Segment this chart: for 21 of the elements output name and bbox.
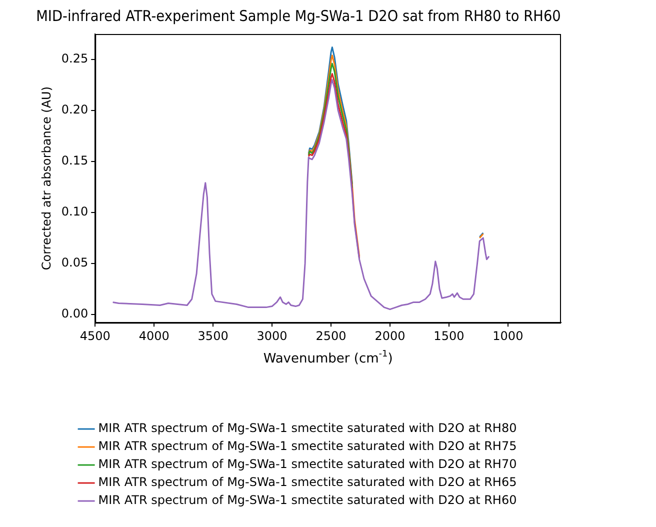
y-tick-label: 0.05 xyxy=(61,256,88,270)
y-tick-label: 0.20 xyxy=(61,102,88,117)
y-tick-label: 0.00 xyxy=(61,306,88,321)
legend-label: MIR ATR spectrum of Mg-SWa-1 smectite saturated with D2O at RH70 xyxy=(98,457,517,472)
x-tick-label: 4500 xyxy=(80,328,110,343)
x-tick-label: 2500 xyxy=(316,328,346,343)
legend-label: MIR ATR spectrum of Mg-SWa-1 smectite saturated with D2O at RH80 xyxy=(98,421,517,436)
y-axis-title: Corrected atr absorbance (AU) xyxy=(39,86,54,270)
legend-label: MIR ATR spectrum of Mg-SWa-1 smectite saturated with D2O at RH60 xyxy=(98,493,517,508)
y-tick-label: 0.15 xyxy=(61,154,88,168)
x-tick-label: 1500 xyxy=(434,328,464,343)
chart-title: MID-infrared ATR-experiment Sample Mg-SWa-1 D2O sat from RH80 to RH60 xyxy=(36,8,561,26)
x-tick-label: 2000 xyxy=(374,328,406,343)
x-tick-label: 4000 xyxy=(138,328,170,343)
x-tick-label: 3000 xyxy=(256,328,288,343)
x-tick-label: 1000 xyxy=(492,328,524,343)
y-tick-label: 0.10 xyxy=(61,204,88,219)
x-tick-label: 3500 xyxy=(198,328,228,343)
legend-label: MIR ATR spectrum of Mg-SWa-1 smectite saturated with D2O at RH65 xyxy=(98,475,517,490)
y-tick-label: 0.25 xyxy=(61,52,88,66)
legend-label: MIR ATR spectrum of Mg-SWa-1 smectite saturated with D2O at RH75 xyxy=(98,439,517,454)
